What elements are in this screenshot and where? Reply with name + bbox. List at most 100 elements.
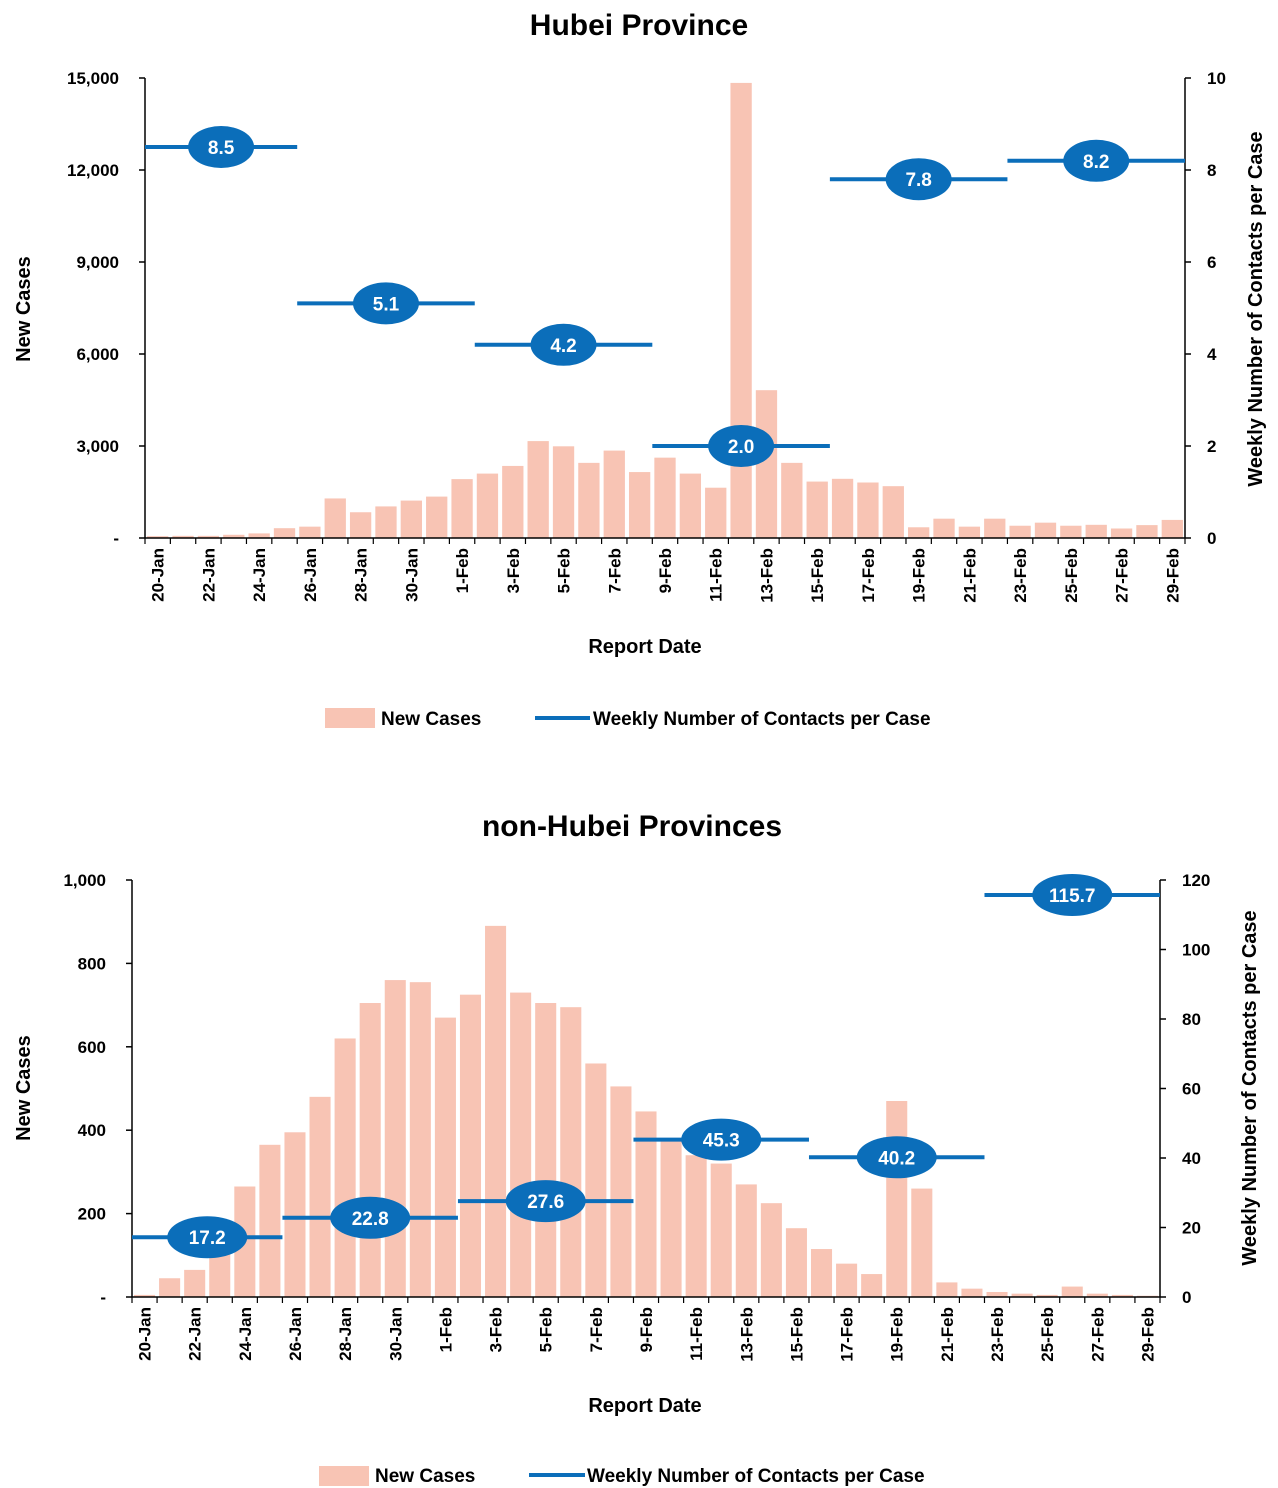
bar-25-Feb (1060, 525, 1082, 538)
x-tick-label: 1-Feb (436, 1307, 455, 1352)
bar-26-Feb (1061, 1286, 1083, 1297)
y-tick-label: 15,000 (67, 69, 119, 88)
bar-6-Feb (560, 1007, 582, 1297)
contacts-label: 5.1 (373, 294, 400, 315)
contacts-badge (188, 126, 255, 168)
x-tick-label: 13-Feb (757, 548, 776, 603)
y-tick-label: 12,000 (67, 161, 119, 180)
x-tick-label: 22-Jan (186, 1307, 205, 1361)
x-axis-title: Report Date (588, 636, 701, 658)
x-tick-label: 24-Jan (250, 548, 269, 602)
contacts-badge (708, 425, 775, 467)
y2-tick-label: 40 (1182, 1149, 1201, 1168)
bar-19-Feb (908, 527, 930, 538)
contacts-badge (681, 1118, 762, 1161)
contacts-label: 45.3 (703, 1131, 740, 1152)
bar-6-Feb (578, 462, 600, 538)
legend-label-contacts: Weekly Number of Contacts per Case (587, 1466, 925, 1487)
bar-10-Feb (660, 1140, 682, 1297)
bar-10-Feb (679, 473, 702, 538)
x-tick-label: 27-Feb (1088, 1307, 1107, 1362)
bar-21-Feb (936, 1282, 958, 1297)
bar-20-Feb (911, 1188, 933, 1297)
bar-26-Feb (1085, 524, 1107, 538)
x-tick-label: 7-Feb (587, 1307, 606, 1352)
x-tick-label: 9-Feb (656, 548, 675, 593)
x-tick-label: 25-Feb (1038, 1307, 1057, 1362)
x-tick-label: 9-Feb (637, 1307, 656, 1352)
bar-18-Feb (861, 1274, 883, 1297)
y-axis-title: New Cases (13, 256, 35, 362)
bar-11-Feb (685, 1155, 707, 1297)
y2-tick-label: 6 (1207, 253, 1216, 272)
y2-tick-label: 10 (1207, 69, 1226, 88)
bar-25-Feb (1036, 1294, 1058, 1297)
chart-hubei: Hubei Province Report Date New Cases Wee… (13, 9, 1267, 730)
y2-tick-label: 60 (1182, 1080, 1201, 1099)
contacts-badge (530, 323, 597, 366)
bar-9-Feb (654, 457, 676, 538)
y-tick-label: 1,000 (63, 871, 106, 890)
bar-23-Jan (209, 1251, 231, 1297)
bar-24-Jan (248, 533, 270, 538)
y2-tick-label: 8 (1207, 161, 1216, 180)
legend-label-contacts: Weekly Number of Contacts per Case (593, 709, 931, 730)
bar-2-Feb (476, 473, 499, 538)
bar-24-Feb (1034, 522, 1057, 538)
bar-24-Feb (1011, 1293, 1033, 1297)
bar-3-Feb (502, 465, 524, 538)
contacts-label: 17.2 (189, 1228, 226, 1249)
y2-tick-label: 80 (1182, 1010, 1201, 1029)
bar-29-Jan (359, 1003, 381, 1297)
x-tick-label: 1-Feb (453, 548, 472, 593)
bar-17-Feb (836, 1263, 858, 1297)
bar-3-Feb (485, 925, 507, 1297)
legend-swatch-new-cases (325, 708, 375, 728)
chart-title: Hubei Province (530, 9, 748, 42)
bar-27-Jan (324, 498, 346, 538)
contacts-label: 40.2 (878, 1148, 915, 1169)
y-tick-label: 6,000 (76, 345, 119, 364)
contacts-label: 2.0 (728, 437, 754, 458)
bar-28-Feb (1111, 1294, 1133, 1297)
bar-20-Feb (933, 518, 955, 538)
y2-tick-label: 4 (1207, 345, 1217, 364)
bar-5-Feb (535, 1003, 557, 1297)
bar-7-Feb (585, 1063, 607, 1297)
bar-25-Jan (259, 1144, 281, 1297)
bar-15-Feb (785, 1228, 807, 1297)
bar-23-Jan (223, 534, 245, 538)
x-tick-label: 25-Feb (1062, 548, 1081, 603)
x-tick-label: 26-Jan (301, 548, 320, 602)
x-tick-label: 19-Feb (888, 1307, 907, 1362)
x-tick-label: 29-Feb (1138, 1307, 1157, 1362)
bar-27-Feb (1086, 1293, 1108, 1297)
x-tick-label: 13-Feb (737, 1307, 756, 1362)
bar-28-Jan (349, 512, 372, 538)
x-tick-label: 23-Feb (1011, 548, 1030, 603)
x-tick-label: 29-Feb (1163, 548, 1182, 603)
x-tick-label: 5-Feb (537, 1307, 556, 1352)
bar-26-Jan (284, 1132, 306, 1297)
x-tick-label: 30-Jan (386, 1307, 405, 1361)
x-tick-label: 20-Jan (136, 1307, 155, 1361)
y-tick-label: 3,000 (76, 437, 119, 456)
contacts-badge (856, 1136, 937, 1179)
contacts-badge (885, 158, 952, 201)
plot-area: - 3,000 6,000 9,000 12,000 15,000 0 2 4 6 8 10 20-Ja… (67, 69, 1226, 603)
bar-29-Feb (1161, 519, 1183, 538)
bar-1-Feb (451, 479, 473, 538)
y2-tick-label: 100 (1182, 941, 1210, 960)
x-tick-label: 15-Feb (808, 548, 827, 603)
bar-18-Feb (882, 486, 904, 538)
y2-tick-label: 20 (1182, 1219, 1201, 1238)
x-tick-label: 15-Feb (787, 1307, 806, 1362)
bar-31-Jan (409, 982, 431, 1297)
bar-30-Jan (384, 980, 406, 1297)
contacts-badge (352, 282, 419, 325)
x-tick-label: 21-Feb (938, 1307, 957, 1362)
y2-axis-title: Weekly Number of Contacts per Case (1245, 131, 1267, 486)
y2-tick-label: 0 (1207, 529, 1216, 548)
contacts-label: 8.2 (1083, 152, 1109, 173)
x-tick-label: 5-Feb (555, 548, 574, 593)
